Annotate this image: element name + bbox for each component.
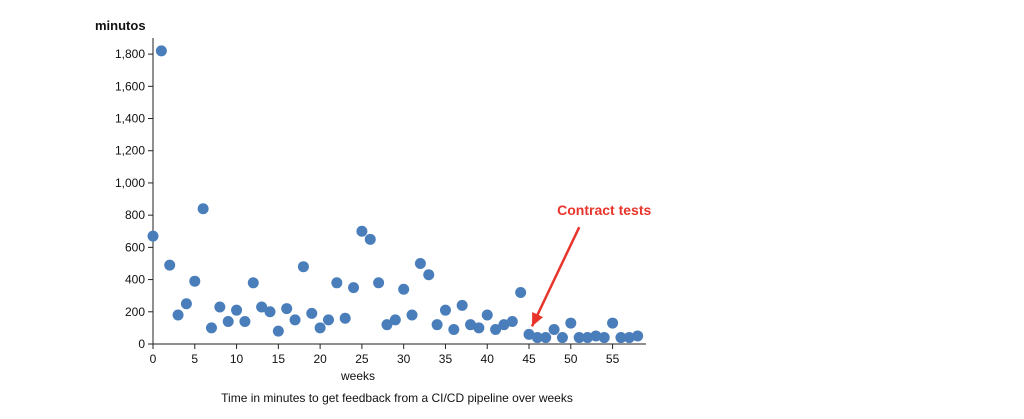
x-tick-label: 15	[272, 352, 286, 366]
chart-caption: Time in minutes to get feedback from a C…	[221, 391, 573, 405]
data-point	[573, 332, 585, 344]
data-point	[498, 319, 510, 331]
data-point	[531, 332, 543, 344]
data-point	[348, 282, 360, 294]
data-point	[239, 315, 251, 327]
x-tick-label: 5	[191, 352, 198, 366]
data-point	[623, 332, 635, 344]
data-point	[231, 304, 243, 316]
data-point	[632, 330, 644, 342]
annotation-group: Contract tests	[530, 202, 651, 327]
data-point	[439, 304, 451, 316]
data-point	[214, 301, 226, 313]
data-points	[147, 45, 644, 344]
x-tick-label: 50	[564, 352, 578, 366]
x-tick-label: 55	[606, 352, 620, 366]
data-point	[456, 299, 468, 311]
data-point	[548, 324, 560, 336]
ticks: 0 200 400 600 800 1,000 1,200 1,400 1,600 1,800 0 5…	[115, 47, 620, 366]
data-point	[582, 332, 594, 344]
data-point	[306, 307, 318, 319]
data-point	[247, 277, 259, 289]
data-point	[331, 277, 343, 289]
data-point	[423, 269, 435, 281]
data-point	[615, 332, 627, 344]
y-tick-label: 0	[138, 337, 145, 351]
y-tick-label: 1,000	[115, 176, 145, 190]
x-axis-label: weeks	[340, 369, 375, 383]
x-tick-label: 40	[481, 352, 495, 366]
data-point	[431, 319, 443, 331]
data-point	[289, 314, 301, 326]
y-tick-label: 1,800	[115, 47, 145, 61]
x-tick-label: 30	[397, 352, 411, 366]
data-point	[205, 322, 217, 334]
y-tick-label: 600	[125, 240, 145, 254]
data-point	[565, 317, 577, 329]
data-point	[222, 315, 234, 327]
annotation-arrowhead	[532, 312, 544, 327]
data-point	[322, 314, 334, 326]
data-point	[398, 283, 410, 295]
y-tick-label: 1,200	[115, 144, 145, 158]
data-point	[373, 277, 385, 289]
y-tick-label: 1,400	[115, 112, 145, 126]
x-tick-label: 25	[355, 352, 369, 366]
data-point	[481, 309, 493, 321]
data-point	[465, 319, 477, 331]
data-point	[172, 309, 184, 321]
data-point	[540, 332, 552, 344]
data-point	[389, 314, 401, 326]
data-point	[297, 261, 309, 273]
data-point	[197, 203, 209, 215]
x-tick-label: 20	[313, 352, 327, 366]
data-point	[164, 259, 176, 271]
data-point	[180, 298, 192, 310]
y-tick-label: 200	[125, 305, 145, 319]
x-tick-label: 0	[150, 352, 157, 366]
data-point	[448, 324, 460, 336]
y-tick-label: 800	[125, 208, 145, 222]
data-point	[414, 257, 426, 269]
data-point	[473, 322, 485, 334]
data-point	[155, 45, 167, 57]
data-point	[506, 315, 518, 327]
data-point	[281, 303, 293, 315]
data-point	[256, 301, 268, 313]
data-point	[364, 233, 376, 245]
data-point	[523, 328, 535, 340]
data-point	[590, 330, 602, 342]
data-point	[607, 317, 619, 329]
data-point	[381, 319, 393, 331]
data-point	[515, 286, 527, 298]
axes	[152, 38, 646, 345]
data-point	[339, 312, 351, 324]
data-point	[598, 332, 610, 344]
y-tick-label: 1,600	[115, 79, 145, 93]
annotation-arrow-line	[530, 226, 581, 327]
data-point	[272, 325, 284, 337]
data-point	[147, 230, 159, 242]
y-axis-label: minutos	[95, 18, 146, 33]
annotation-label: Contract tests	[557, 202, 651, 218]
data-point	[556, 332, 568, 344]
x-tick-label: 10	[230, 352, 244, 366]
data-point	[314, 322, 326, 334]
data-point	[490, 324, 502, 336]
x-tick-label: 45	[522, 352, 536, 366]
data-point	[189, 275, 201, 287]
data-point	[264, 306, 276, 318]
x-tick-label: 35	[439, 352, 453, 366]
y-tick-label: 400	[125, 273, 145, 287]
data-point	[356, 225, 368, 237]
data-point	[406, 309, 418, 321]
